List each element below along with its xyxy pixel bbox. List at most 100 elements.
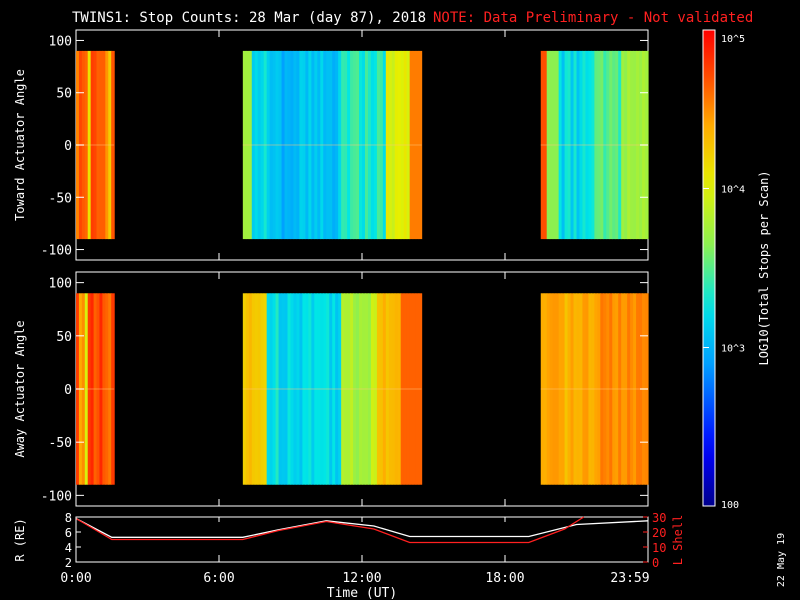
heatmap-cell [266,50,271,240]
colorbar-ticks: 10^5 10^4 10^3 100 [703,29,745,511]
heatmap-cell [391,293,396,485]
heatmap-cell [275,50,280,240]
heatmap-cell [573,293,578,485]
heatmap-cell [254,50,259,240]
heatmap-cell [242,293,247,485]
heatmap-cell [96,293,101,485]
y-tick-label: 100 [49,277,72,292]
heatmap-cell [376,50,381,240]
heatmap-cell [329,50,333,240]
heatmap-cell [323,50,327,240]
heatmap-cell [603,293,607,485]
heatmap-cell [558,50,563,240]
heatmap-cell [326,293,330,485]
heatmap-cell [356,293,360,485]
heatmap-cell [418,293,423,485]
heatmap-cell [543,50,548,240]
heatmap-cell [87,50,92,240]
heatmap-cell [370,293,375,485]
heatmap-cell [585,50,590,240]
heatmap-cell [353,293,357,485]
heatmap-cell [278,50,283,240]
heatmap-cell [299,293,304,485]
heatmap-cell [394,50,399,240]
heatmap-cell [341,293,345,485]
heatmap-cell [260,293,265,485]
heatmap-cell [287,50,292,240]
heatmap-cell [409,50,414,240]
heatmap-cell [633,50,637,240]
footer-date: 22 May 19 [776,533,787,587]
heatmap-cell [257,50,262,240]
heatmap-cell [630,293,634,485]
x-tick-label: 6:00 [203,571,234,586]
heatmap-cell [558,293,563,485]
heatmap-cell [314,50,318,240]
heatmap-cell [102,50,106,240]
heatmap-cell [582,293,587,485]
heatmap-cell [311,50,315,240]
heatmap-cell [412,50,417,240]
heatmap-cell [302,50,306,240]
heatmap-cell [242,50,247,240]
heatmap-cell [567,293,572,485]
heatmap-cell [546,50,551,240]
y-tick-label: 100 [49,34,72,49]
heatmap-cell [99,293,103,485]
heatmap-cell [359,293,363,485]
heatmap-cell [257,293,262,485]
heatmap-cell [606,50,610,240]
heatmap-cell [108,293,112,485]
heatmap-cell [296,50,301,240]
colorbar: 10^5 10^4 10^3 100 LOG10(Total Stops per Sc… [702,29,771,511]
heatmap-cell [633,293,637,485]
toward-panel: 100 50 0 -50 -100 Toward Actuator Angle [13,29,649,261]
heatmap-cell [281,293,286,485]
heatmap-cell [549,50,554,240]
colorbar-tick-label: 10^4 [721,185,745,196]
y-tick-label: -50 [49,191,72,206]
heatmap-cell [564,50,569,240]
heatmap-cell [364,50,369,240]
heatmap-cell [299,50,304,240]
heatmap-cell [248,293,253,485]
y-tick-label: 0 [64,383,72,398]
heatmap-cell [367,50,372,240]
heatmap-cell [347,50,351,240]
heatmap-cell [332,293,336,485]
heatmap-cell [636,50,640,240]
heatmap-cell [314,293,318,485]
lshell-series-line [75,516,585,544]
y-tick-label: 50 [56,87,72,102]
heatmap-cell [579,50,584,240]
heatmap-cell [543,293,548,485]
heatmap-cell [552,50,557,240]
heatmap-cell [96,50,101,240]
heatmap-cell [618,293,622,485]
heatmap-cell [269,293,274,485]
heatmap-cell [561,293,566,485]
away-ylabel: Away Actuator Angle [13,320,27,457]
lshell-tick-label: 30 [652,511,666,525]
y-tick-label: 50 [56,330,72,345]
heatmap-cell [245,50,250,240]
heatmap-cell [600,293,604,485]
heatmap-cell [364,293,369,485]
heatmap-cell [284,293,289,485]
x-tick-label: 0:00 [60,571,91,586]
heatmap-cell [290,50,295,240]
heatmap-cell [269,50,274,240]
heatmap-cell [394,293,399,485]
heatmap-cell [597,293,601,485]
heatmap-cell [302,293,306,485]
lshell-tick-label: 20 [652,526,666,540]
heatmap-cell [90,293,95,485]
heatmap-cell [93,50,98,240]
heatmap-cell [612,293,616,485]
toward-ylabel: Toward Actuator Angle [13,69,27,221]
heatmap-cell [400,293,405,485]
heatmap-cell [388,293,393,485]
heatmap-cell [400,50,405,240]
heatmap-cell [350,293,354,485]
